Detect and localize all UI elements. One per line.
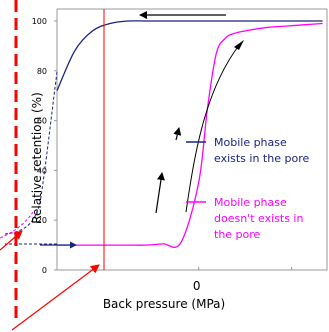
y-tick-label: 60: [37, 117, 47, 126]
legend-navy-line-2: exists in the pore: [214, 152, 309, 165]
series-layer: [56, 20, 323, 249]
legend-navy-line-1: Mobile phase: [214, 136, 287, 149]
x-axis: 0: [193, 267, 293, 293]
y-tick-label: 40: [37, 166, 47, 175]
legend-magenta-line-1: Mobile phase: [214, 196, 287, 209]
y-tick-label: 0: [42, 266, 47, 275]
plot-frame: [56, 8, 328, 271]
y-tick-label: 80: [37, 67, 47, 76]
navy-dashed-extension: [4, 71, 58, 235]
legend-magenta-line-2: doesn't exists in: [214, 212, 303, 225]
magenta-dashed-extension: [0, 211, 34, 239]
y-axis-label: Relative retention (%): [30, 92, 44, 224]
arrow-up-annotation-1: [173, 127, 182, 141]
arrow-up-curve-head: [234, 40, 244, 50]
series-line-pore-filled: [56, 20, 323, 91]
arrow-up-annotation-2: [155, 172, 165, 214]
x-axis-label: Back pressure (MPa): [103, 297, 225, 311]
series-line-pore-empty: [57, 22, 323, 249]
legend: Mobile phase exists in the pore Mobile p…: [186, 136, 309, 241]
legend-magenta-line-3: the pore: [214, 228, 261, 241]
x-tick-label: 0: [193, 279, 201, 293]
red-pointer-arrow-bottom: [11, 264, 100, 331]
arrow-up-curve-annotation: [185, 43, 241, 213]
red-pointer-arrow-left: [0, 230, 23, 251]
y-axis: 0 20 40 60 80 100: [32, 17, 57, 275]
y-tick-label: 100: [32, 17, 47, 26]
y-tick-label: 20: [37, 216, 47, 225]
